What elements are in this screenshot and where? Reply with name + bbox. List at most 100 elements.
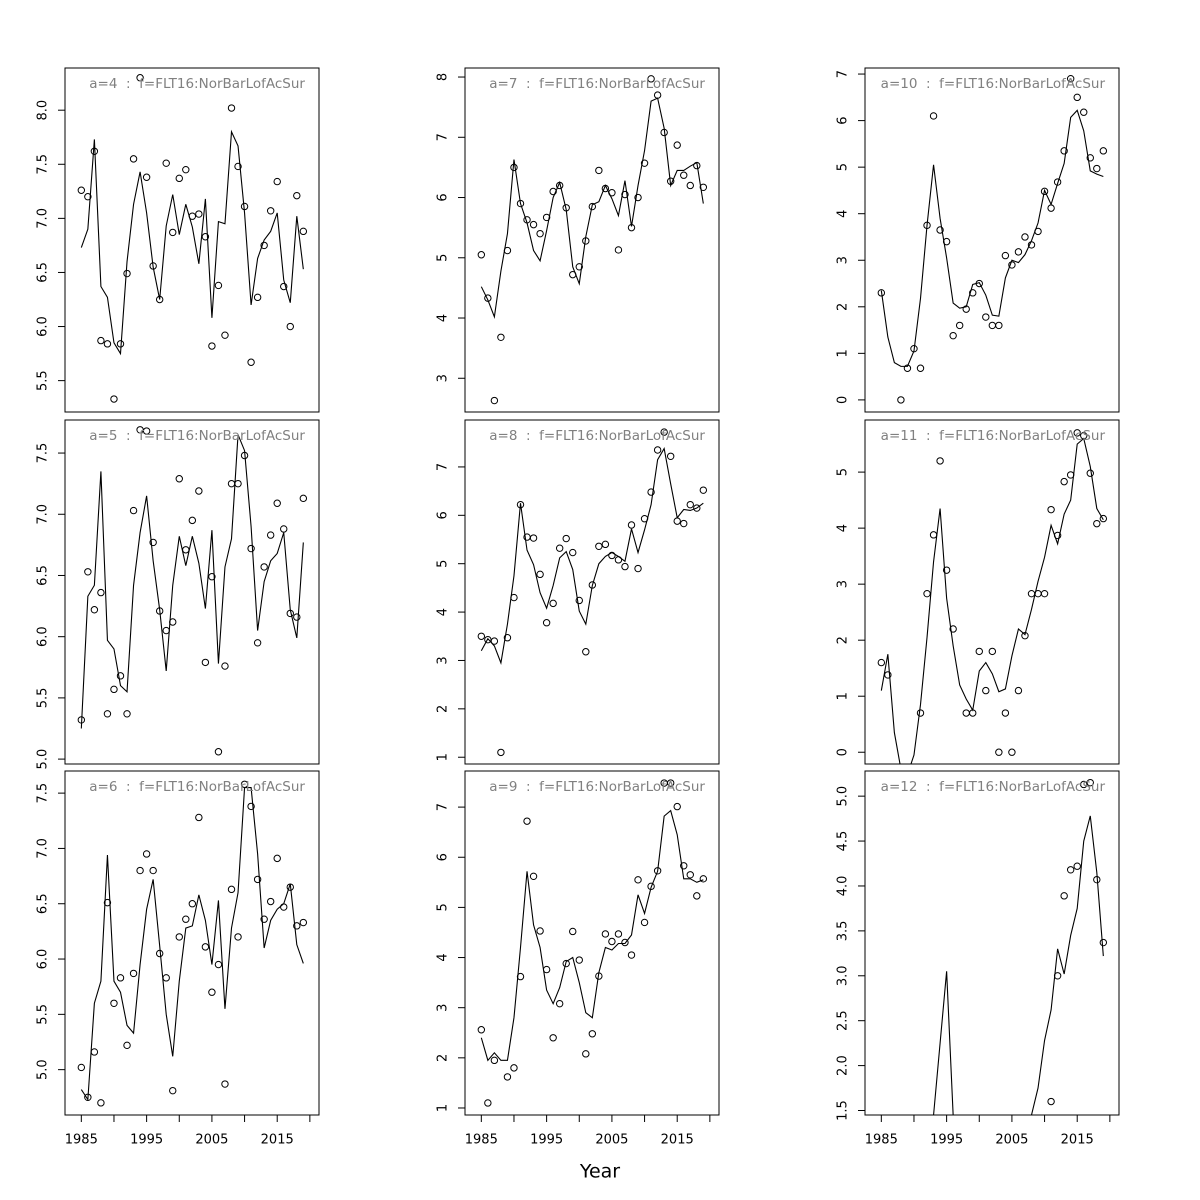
plot-frame xyxy=(64,419,320,765)
observed-point xyxy=(293,922,301,930)
observed-point xyxy=(877,658,886,667)
y-tick-label: 4 xyxy=(836,210,851,218)
observed-point xyxy=(1099,938,1108,947)
y-tick-label: 3 xyxy=(836,580,851,588)
observed-point xyxy=(982,686,990,695)
observed-point xyxy=(680,862,688,870)
observed-point xyxy=(588,1030,597,1038)
observed-point xyxy=(286,609,294,618)
observed-point xyxy=(699,875,708,883)
observed-point xyxy=(595,972,603,980)
observed-point xyxy=(1099,514,1108,523)
observed-point xyxy=(110,395,118,403)
observed-point xyxy=(542,213,551,222)
observed-point xyxy=(293,613,301,621)
observed-point xyxy=(503,634,512,642)
observed-point xyxy=(1099,147,1108,155)
observed-point xyxy=(666,177,675,185)
observed-point xyxy=(208,572,216,581)
x-tick-label: 1985 xyxy=(65,1133,98,1148)
observed-point xyxy=(575,596,583,605)
observed-point xyxy=(621,562,629,571)
observed-point xyxy=(97,588,105,597)
observed-point xyxy=(110,999,118,1007)
x-tick-label: 1995 xyxy=(130,1133,163,1148)
observed-point xyxy=(90,606,99,614)
observed-point xyxy=(640,515,649,523)
observed-point xyxy=(653,446,662,454)
observed-point xyxy=(962,305,970,313)
observed-point xyxy=(490,1056,499,1065)
plot-frame xyxy=(464,67,720,413)
observed-point xyxy=(916,364,925,372)
y-tick-label: 3 xyxy=(836,256,851,264)
x-tick-label: 2005 xyxy=(195,1133,228,1148)
observed-point xyxy=(1001,709,1010,717)
observed-point xyxy=(601,184,610,193)
x-tick-label: 1985 xyxy=(865,1133,898,1148)
plot-frame xyxy=(864,67,1120,413)
observed-point xyxy=(477,632,486,640)
observed-point xyxy=(975,647,983,656)
observed-point xyxy=(1086,154,1094,162)
observed-point xyxy=(549,599,557,608)
y-tick-label: 3 xyxy=(436,1004,451,1012)
y-tick-label: 7 xyxy=(436,803,451,811)
observed-point xyxy=(273,499,281,507)
observed-point xyxy=(660,128,668,137)
observed-point xyxy=(686,871,694,879)
y-tick-label: 7.0 xyxy=(36,504,51,525)
observed-point xyxy=(686,500,694,509)
observed-point xyxy=(569,927,577,936)
observed-point xyxy=(201,658,210,667)
observed-point xyxy=(477,1026,486,1034)
observed-point xyxy=(227,885,236,894)
observed-point xyxy=(510,593,518,602)
observed-point xyxy=(693,504,701,512)
y-tick-label: 7.0 xyxy=(36,208,51,229)
observed-point xyxy=(214,960,223,969)
observed-point xyxy=(247,544,255,553)
observed-point xyxy=(595,542,603,550)
observed-point xyxy=(529,872,538,881)
observed-point xyxy=(582,648,590,656)
panel: 5.0 5.5 6.0 6.5 7.0 7.5 1985 1995 2005 2015 a=6 : … xyxy=(36,770,320,1148)
y-tick-label: 4 xyxy=(436,608,451,616)
observed-point xyxy=(1086,469,1094,477)
observed-point xyxy=(1073,862,1081,870)
observed-point xyxy=(575,956,583,964)
y-tick-label: 4.5 xyxy=(836,831,851,852)
observed-point xyxy=(929,531,938,539)
observed-point xyxy=(77,186,86,194)
observed-point xyxy=(647,488,655,496)
observed-point xyxy=(1034,589,1042,598)
plot-frame xyxy=(864,419,1120,765)
fitted-line xyxy=(880,109,1104,367)
y-tick-label: 6.5 xyxy=(36,565,51,586)
observed-point xyxy=(110,685,118,694)
y-tick-label: 7.5 xyxy=(36,443,51,464)
observed-point xyxy=(175,475,183,483)
y-tick-label: 4 xyxy=(836,524,851,532)
observed-point xyxy=(608,551,616,560)
panel-title: a=10 : f=FLT16:NorBarLofAcSur xyxy=(881,76,1106,92)
observed-point xyxy=(523,817,531,825)
observed-point xyxy=(516,500,525,509)
plot-area xyxy=(477,779,708,1107)
observed-point xyxy=(595,166,603,175)
observed-point xyxy=(234,162,242,171)
observed-point xyxy=(660,428,668,436)
observed-point xyxy=(1073,429,1081,437)
observed-point xyxy=(169,228,177,237)
panel-title: a=11 : f=FLT16:NorBarLofAcSur xyxy=(881,428,1106,444)
panel: 1.5 2.0 2.5 3.0 3.5 4.0 4.5 5.0 1985 1995 2005 2015… xyxy=(836,770,1120,1148)
observed-point xyxy=(555,181,564,190)
observed-point xyxy=(699,486,708,494)
observed-point xyxy=(982,313,990,321)
y-tick-label: 6 xyxy=(836,116,851,124)
observed-point xyxy=(221,662,229,670)
observed-point xyxy=(221,1080,229,1088)
observed-point xyxy=(129,506,138,515)
observed-point xyxy=(266,531,275,539)
y-tick-label: 4.0 xyxy=(836,876,851,897)
